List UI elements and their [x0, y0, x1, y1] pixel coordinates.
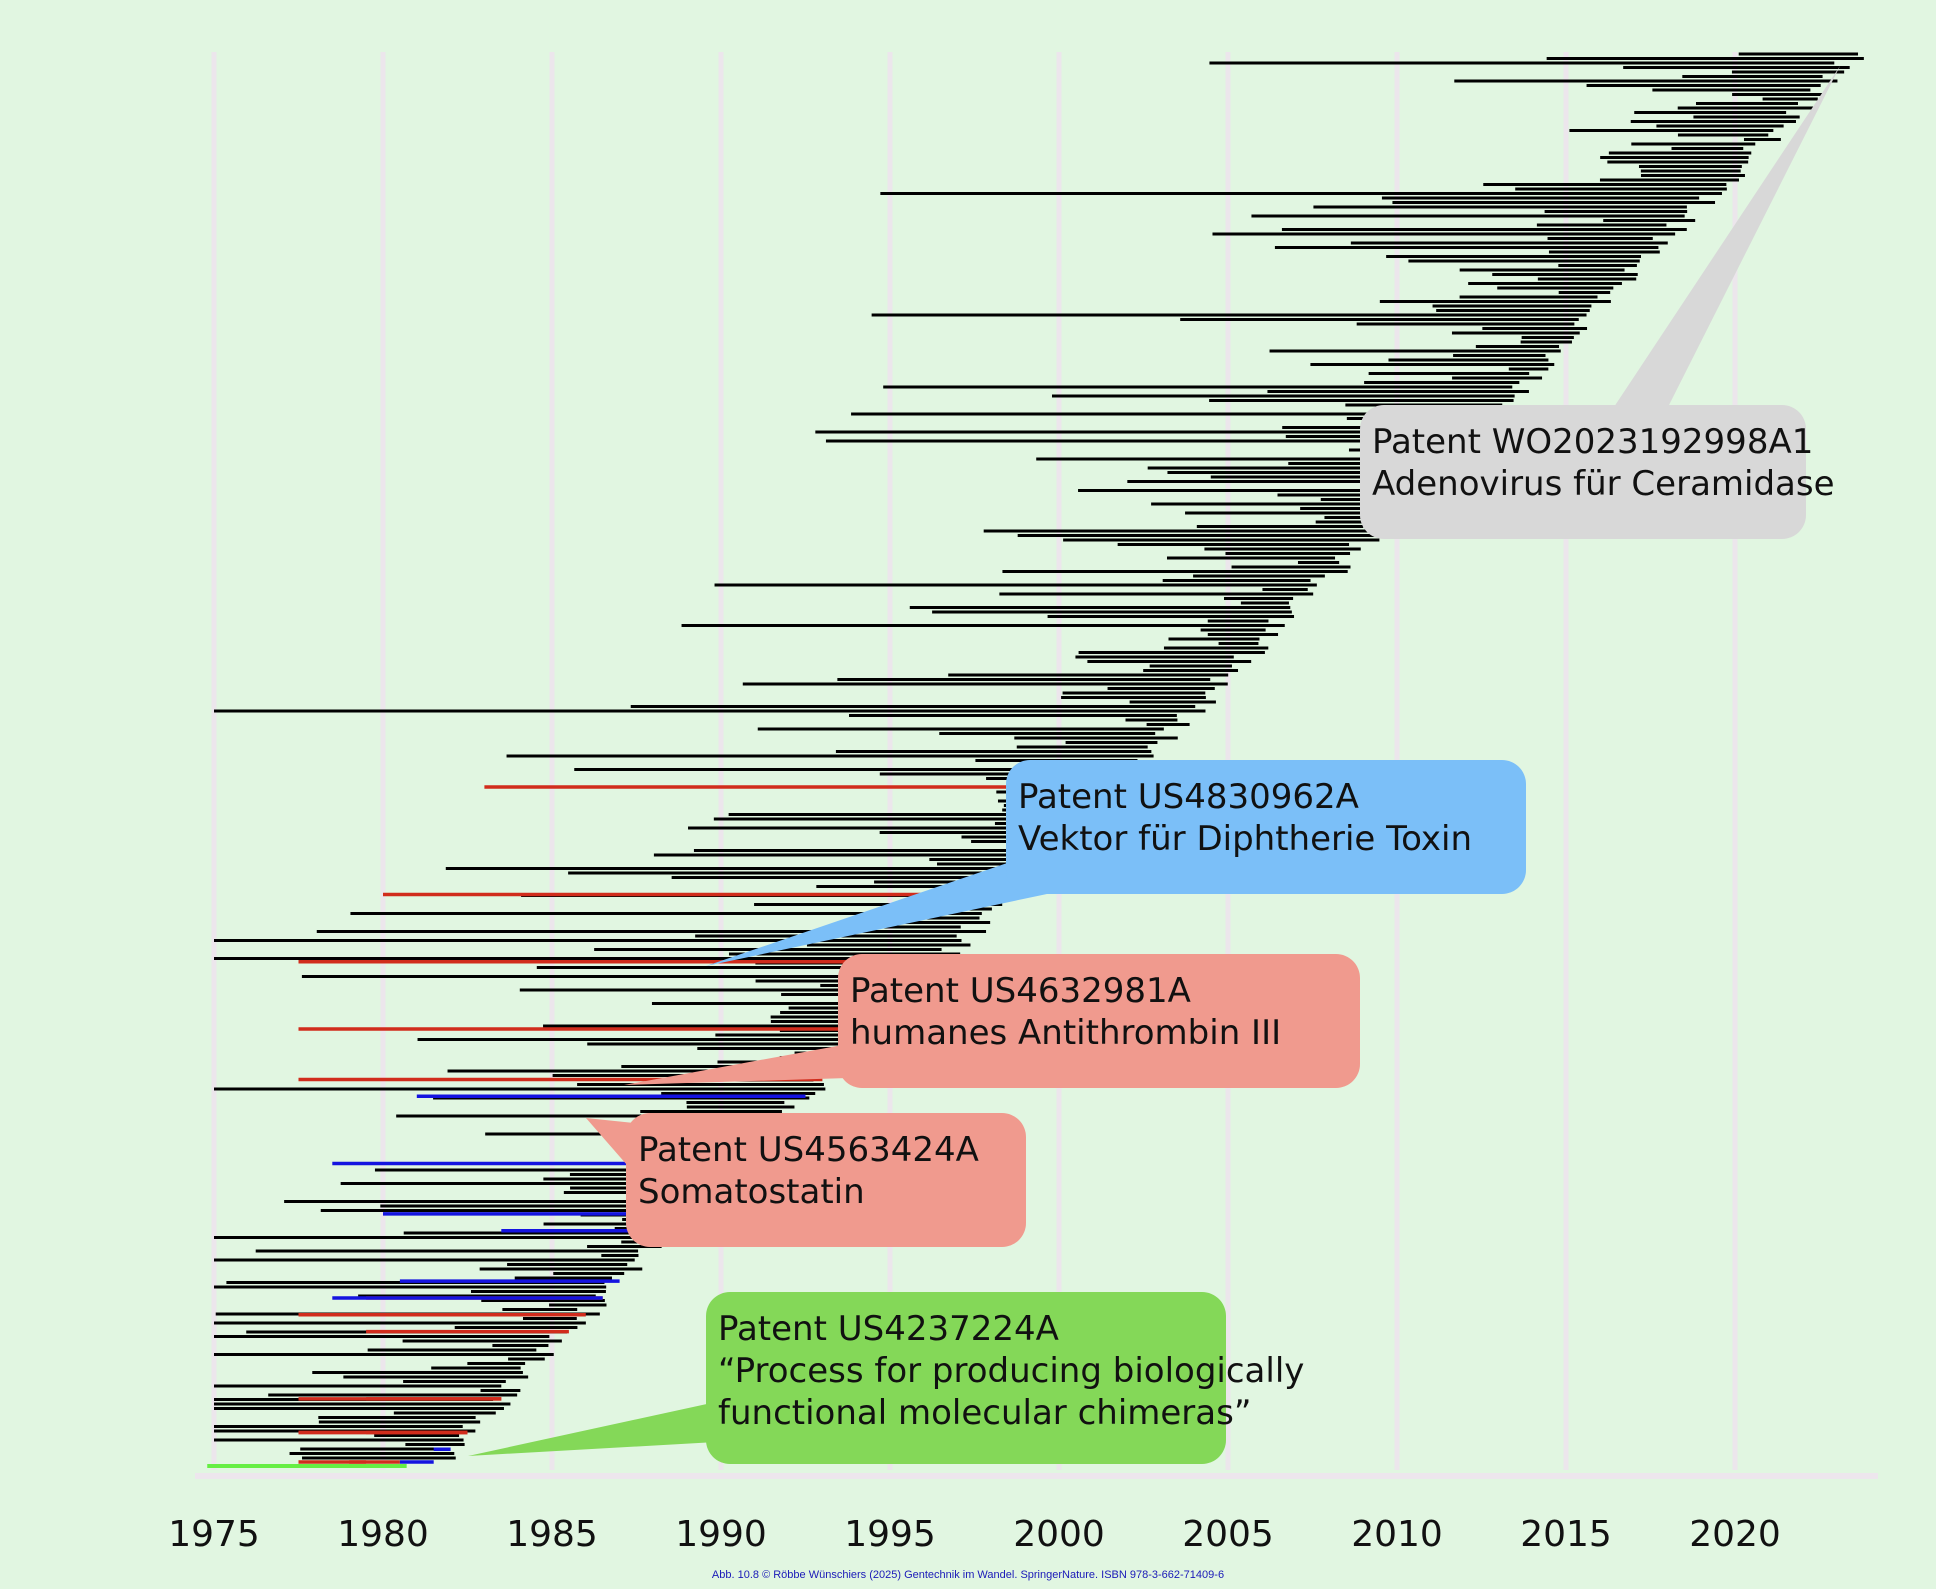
callout-box: [1360, 405, 1806, 539]
callout-pointer: [706, 860, 1066, 966]
callout-pointer: [586, 1118, 634, 1173]
callout-box: [838, 954, 1360, 1088]
x-tick-label: 1985: [506, 1514, 598, 1555]
highlighted-bars: [207, 785, 1117, 1468]
x-tick-label: 2010: [1351, 1514, 1443, 1555]
callout-line-2: Adenovirus für Ceramidase: [1372, 464, 1835, 504]
callout-box: [626, 1113, 1026, 1247]
callout-line-2: humanes Antithrombin III: [850, 1013, 1281, 1053]
x-tick-label: 2005: [1182, 1514, 1274, 1555]
callout-line-1: Patent US4830962A: [1018, 777, 1359, 817]
callout-line-1: Patent US4632981A: [850, 971, 1191, 1011]
figure-caption: Abb. 10.8 © Röbbe Wünschiers (2025) Gent…: [711, 1569, 1225, 1581]
callout-line-2: Vektor für Diphtherie Toxin: [1018, 819, 1472, 859]
callout-line-1: Patent WO2023192998A1: [1372, 422, 1813, 462]
callout-pointer: [1610, 66, 1840, 413]
callout-line-1: Patent US4237224A: [718, 1309, 1059, 1349]
callout-pointer: [468, 1402, 716, 1456]
x-tick-label: 1995: [844, 1514, 936, 1555]
x-tick-label: 1975: [168, 1514, 260, 1555]
callout-box: [1006, 760, 1526, 894]
callout-line-3: functional molecular chimeras”: [718, 1393, 1251, 1433]
callout-line-2: “Process for producing biologically: [718, 1351, 1304, 1391]
x-tick-label: 2020: [1689, 1514, 1781, 1555]
x-tick-labels: 1975 1980 1985 1990 1995 2000 2005 2010 2015 2020: [168, 1514, 1781, 1555]
callout-line-1: Patent US4563424A: [638, 1130, 979, 1170]
callout-box: [706, 1292, 1226, 1464]
x-tick-label: 2015: [1520, 1514, 1612, 1555]
x-tick-label: 2000: [1013, 1514, 1105, 1555]
x-tick-label: 1990: [675, 1514, 767, 1555]
callout-line-2: Somatostatin: [638, 1172, 865, 1212]
callout-pointer: [624, 1044, 848, 1085]
timeline-bars: [214, 52, 1864, 1460]
x-tick-label: 1980: [337, 1514, 429, 1555]
callout-patent-5: Patent US4237224A“Process for producing …: [468, 1292, 1304, 1464]
